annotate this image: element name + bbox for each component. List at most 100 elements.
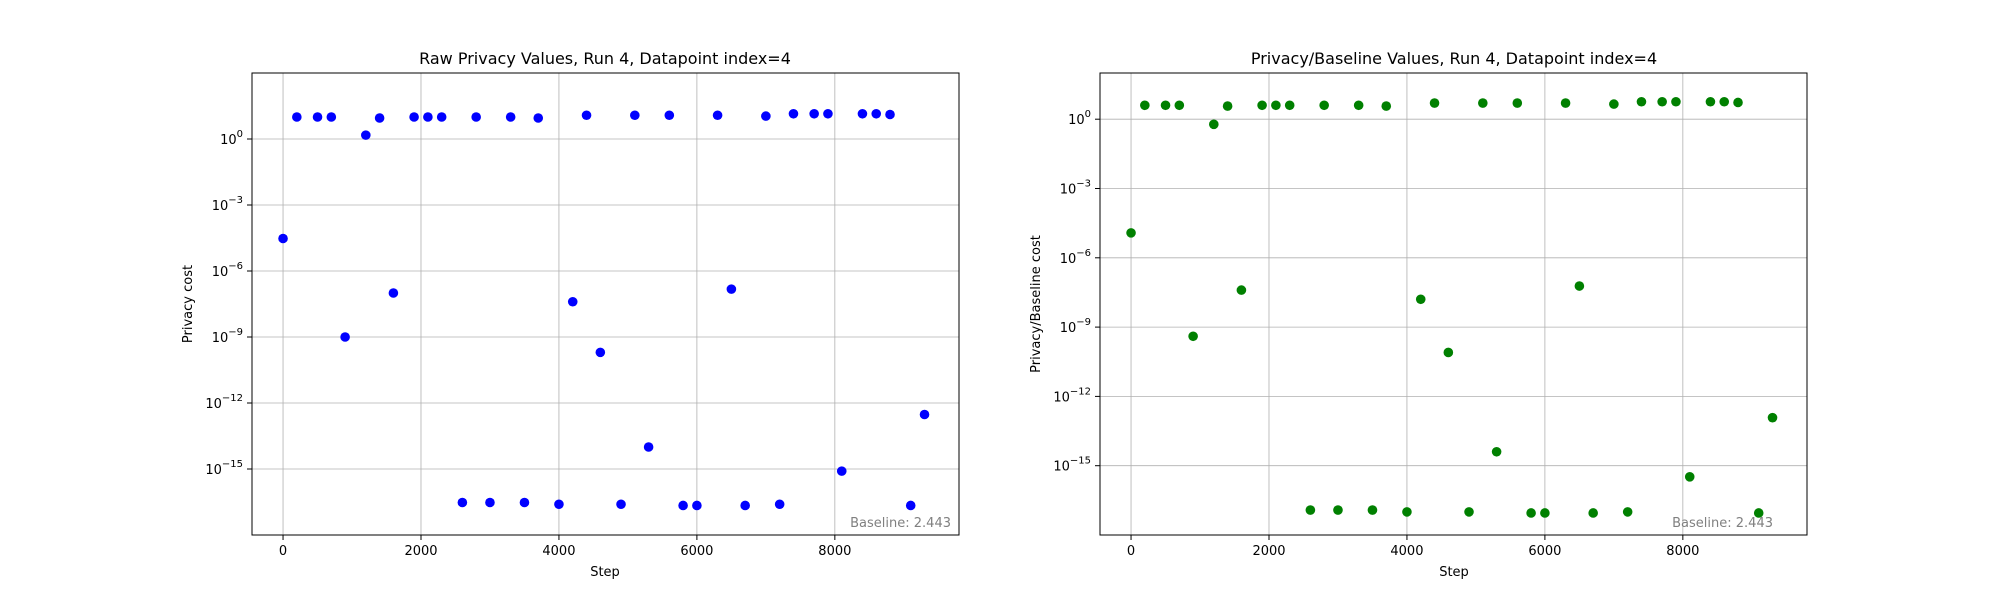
y-tick-label: 10−15 [205, 459, 243, 478]
data-points [278, 108, 930, 511]
x-axis-label: Step [1439, 565, 1469, 580]
data-point [809, 108, 819, 119]
y-tick-label: 10−6 [212, 261, 243, 280]
data-point [1657, 96, 1667, 107]
y-axis-label: Privacy cost [181, 265, 196, 343]
data-point [1319, 100, 1329, 111]
x-tick-label: 6000 [1528, 544, 1561, 559]
data-point [740, 500, 750, 511]
baseline-annotation: Baseline: 2.443 [850, 516, 951, 531]
data-point [1512, 98, 1523, 108]
data-point [1526, 508, 1536, 518]
x-tick-label: 6000 [680, 544, 713, 559]
data-point [505, 112, 516, 122]
baseline-annotation: Baseline: 2.443 [1672, 516, 1773, 531]
data-point [1491, 446, 1502, 457]
data-point [1305, 505, 1316, 515]
data-point [1733, 97, 1743, 108]
data-point [361, 130, 371, 140]
data-point [1284, 100, 1295, 111]
data-point [471, 112, 481, 122]
x-tick-label: 0 [1127, 544, 1135, 559]
data-point [1333, 505, 1343, 515]
y-tick-label: 100 [1068, 109, 1091, 128]
data-point [567, 296, 578, 307]
data-point [692, 500, 702, 511]
data-point [1188, 331, 1198, 342]
x-tick-label: 0 [279, 544, 287, 559]
data-point [1705, 96, 1716, 107]
data-point [312, 112, 323, 122]
data-point [1367, 505, 1378, 515]
data-point [1381, 101, 1392, 111]
y-tick-label: 10−9 [212, 327, 243, 346]
data-point [519, 497, 530, 508]
data-point [292, 112, 302, 122]
data-point [857, 108, 868, 119]
data-point [712, 110, 723, 121]
data-point [905, 500, 916, 511]
data-point [871, 108, 882, 119]
data-point [326, 112, 337, 122]
data-point [1671, 96, 1681, 107]
x-tick-label: 2000 [1252, 544, 1285, 559]
axis-ticks: 0 2000 4000 6000 8000 100 10−3 10−6 10−9 10−12 10−… [1053, 109, 1699, 559]
data-point [554, 499, 564, 510]
data-point [1257, 100, 1267, 111]
data-point [1222, 101, 1233, 111]
data-point [664, 110, 675, 121]
data-point [1464, 507, 1474, 517]
data-point [1443, 347, 1454, 358]
data-point [595, 347, 606, 358]
data-point [423, 112, 433, 122]
axis-ticks: 0 2000 4000 6000 8000 100 10−3 10−6 10−9 10−12 10−… [205, 129, 851, 559]
y-tick-label: 10−12 [1053, 386, 1091, 405]
data-point [885, 109, 895, 120]
y-tick-label: 10−6 [1060, 248, 1091, 267]
data-point [278, 233, 288, 244]
x-tick-label: 8000 [818, 544, 851, 559]
data-points [1126, 96, 1778, 518]
y-tick-label: 10−3 [1060, 179, 1091, 198]
data-point [1753, 508, 1764, 518]
data-point [1174, 100, 1185, 111]
data-point [1353, 100, 1364, 111]
y-axis-label: Privacy/Baseline cost [1029, 235, 1044, 373]
y-tick-label: 10−9 [1060, 317, 1091, 336]
data-point [1209, 119, 1219, 130]
data-point [1429, 98, 1440, 108]
x-tick-label: 2000 [404, 544, 437, 559]
data-point [1719, 96, 1730, 107]
data-point [1478, 98, 1488, 108]
data-point [630, 110, 640, 121]
x-tick-label: 4000 [1390, 544, 1423, 559]
data-point [1160, 100, 1171, 111]
x-tick-label: 4000 [542, 544, 575, 559]
data-point [1126, 228, 1136, 238]
data-point [1236, 285, 1247, 295]
data-point [1540, 508, 1550, 518]
data-point [457, 497, 468, 508]
chart-title: Privacy/Baseline Values, Run 4, Datapoin… [1251, 49, 1657, 68]
plot-frame [1099, 72, 1808, 536]
data-point [1636, 96, 1647, 107]
data-point [1684, 472, 1695, 482]
data-point [1622, 507, 1633, 517]
y-tick-label: 10−15 [1053, 456, 1091, 475]
data-point [1140, 100, 1150, 111]
data-point [1271, 100, 1281, 111]
data-point [533, 113, 544, 123]
data-point [388, 288, 399, 298]
chart-title: Raw Privacy Values, Run 4, Datapoint ind… [419, 49, 791, 68]
y-tick-label: 10−12 [205, 393, 243, 412]
data-point [1609, 99, 1619, 109]
x-axis-label: Step [590, 565, 620, 580]
x-tick-label: 8000 [1666, 544, 1699, 559]
data-point [774, 499, 785, 510]
data-point [374, 113, 385, 123]
data-point [1402, 507, 1412, 517]
data-point [409, 112, 419, 122]
chart-raw-privacy: Raw Privacy Values, Run 4, Datapoint ind… [181, 49, 960, 580]
data-point [1560, 98, 1571, 108]
